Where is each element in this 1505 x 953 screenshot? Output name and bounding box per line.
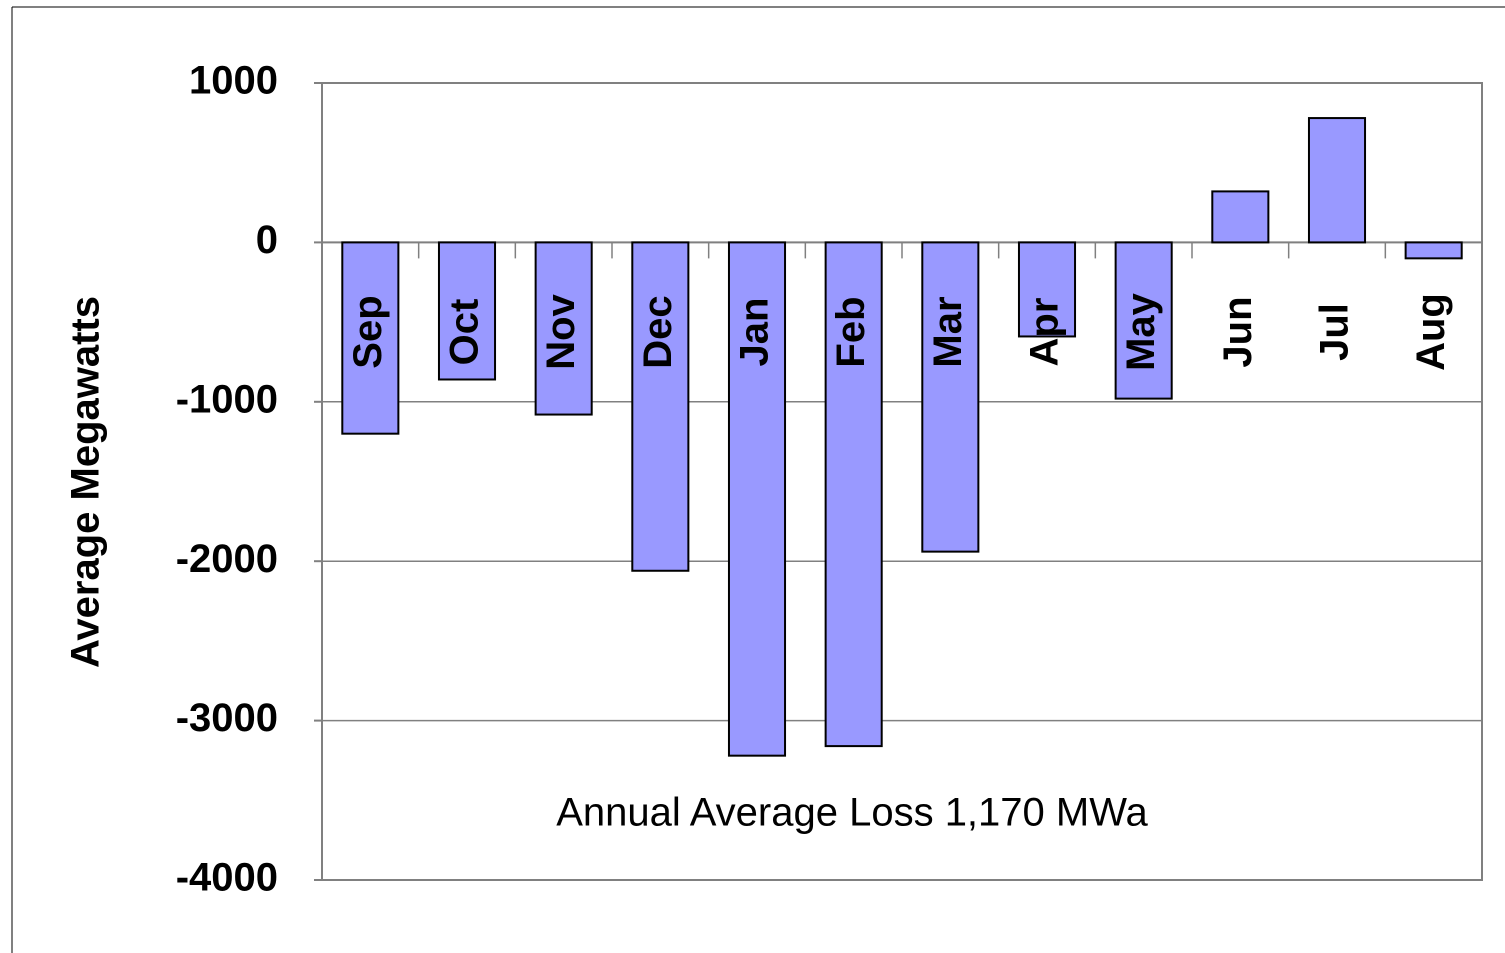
x-tick-label: Sep — [346, 295, 390, 368]
x-tick-label: Dec — [636, 295, 680, 368]
bar — [1307, 117, 1367, 244]
y-axis-title: Average Megawatts — [64, 296, 108, 668]
bar — [437, 241, 497, 381]
x-tick-label: Mar — [926, 296, 970, 367]
bar — [341, 241, 400, 435]
y-tick-label: -3000 — [176, 696, 278, 740]
x-tick-label: Apr — [1023, 298, 1067, 367]
x-tick-label: Jan — [733, 298, 777, 367]
y-tick-label: 0 — [256, 218, 278, 262]
bar — [1114, 241, 1173, 400]
bar — [1211, 190, 1270, 244]
x-tick-label: Oct — [443, 299, 487, 366]
y-tick-label: -4000 — [176, 856, 278, 900]
y-tick-label: 1000 — [189, 59, 278, 103]
annotation: Annual Average Loss 1,170 MWa — [556, 791, 1148, 835]
bar — [534, 241, 593, 416]
y-tick-label: -2000 — [176, 537, 278, 581]
y-tick-label: -1000 — [176, 377, 278, 421]
bar — [1017, 241, 1077, 338]
x-tick-label: Aug — [1409, 293, 1453, 371]
x-tick-label: Feb — [829, 296, 873, 367]
x-tick-label: Jun — [1216, 296, 1260, 367]
x-tick-label: Nov — [539, 293, 583, 369]
bar — [1404, 241, 1463, 260]
bar — [921, 241, 980, 553]
bar — [727, 241, 787, 757]
bar — [824, 241, 883, 748]
bar — [631, 241, 690, 572]
x-tick-label: Jul — [1313, 303, 1357, 361]
x-tick-label: May — [1119, 292, 1163, 371]
